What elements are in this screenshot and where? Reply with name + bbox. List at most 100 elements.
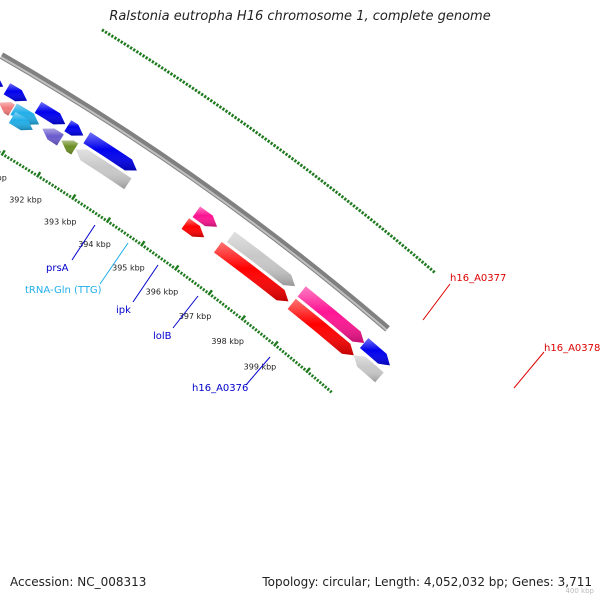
- minor-tick: [215, 298, 220, 302]
- ring-dot: [375, 222, 379, 227]
- major-tick: [173, 264, 180, 272]
- ipk-leader: [132, 264, 159, 303]
- major-tick: [305, 367, 311, 374]
- major-tick: [71, 193, 77, 201]
- minor-tick: [137, 241, 141, 245]
- minor-tick: [270, 341, 274, 345]
- ring-dot: [415, 255, 419, 260]
- ring-dot: [317, 176, 321, 181]
- minor-tick: [262, 334, 266, 339]
- minor-tick: [12, 159, 16, 164]
- gene-features: [0, 80, 390, 383]
- minor-tick: [9, 157, 13, 162]
- minor-tick: [47, 181, 52, 186]
- ring-dot: [284, 152, 289, 157]
- minor-tick: [185, 275, 189, 280]
- ring-dot: [323, 181, 327, 186]
- tick-label: 393 kbp: [44, 217, 77, 226]
- ring-dot: [412, 253, 416, 257]
- ring-dot: [357, 208, 362, 213]
- gene-arrow-shading: [297, 286, 365, 344]
- ring-dot: [275, 145, 280, 150]
- ring-dot: [160, 66, 164, 70]
- h16_A0377-leader: [422, 283, 451, 321]
- ring-dot: [314, 174, 318, 179]
- ring-dot: [221, 107, 226, 112]
- minor-tick: [21, 165, 25, 169]
- minor-tick: [3, 154, 7, 158]
- minor-tick: [165, 261, 170, 265]
- ring-dot: [372, 220, 376, 224]
- ring-dot: [144, 56, 149, 60]
- gene-label-h16-a0378: h16_A0378: [544, 343, 600, 354]
- minor-tick: [275, 345, 280, 349]
- minor-tick: [143, 245, 147, 249]
- minor-tick: [329, 389, 333, 394]
- ring-dot: [227, 111, 232, 116]
- minor-tick: [302, 367, 307, 371]
- ring-dot: [302, 165, 307, 170]
- minor-tick: [154, 253, 158, 257]
- ring-dot: [383, 229, 388, 234]
- major-tick: [105, 216, 112, 224]
- ring-dot: [328, 185, 333, 190]
- minor-tick: [313, 376, 317, 380]
- minor-tick: [310, 374, 315, 378]
- ring-dot: [151, 60, 155, 64]
- ring-dot: [325, 183, 330, 188]
- minor-tick: [100, 215, 104, 220]
- minor-tick: [326, 387, 331, 392]
- ring-dot: [431, 269, 436, 274]
- minor-tick: [182, 273, 186, 278]
- ring-dot: [212, 101, 217, 105]
- minor-tick: [248, 323, 253, 328]
- minor-tick: [125, 233, 130, 237]
- minor-tick: [210, 294, 214, 298]
- minor-tick: [226, 306, 231, 311]
- ring-dot: [181, 80, 186, 85]
- ring-dot: [293, 159, 298, 163]
- ring-dot: [236, 117, 241, 122]
- tick-label: 395 kbp: [112, 263, 145, 272]
- minor-tick: [321, 383, 325, 387]
- minor-tick: [117, 227, 121, 231]
- ring-dot: [409, 250, 414, 255]
- tick-label: 396 kbp: [146, 287, 179, 296]
- corner-scale-tag: 400 kbp: [565, 587, 594, 595]
- minor-tick: [157, 255, 161, 259]
- ring-dot: [206, 96, 210, 101]
- minor-tick: [308, 371, 312, 376]
- ring-dot: [337, 192, 342, 197]
- minor-tick: [286, 354, 291, 358]
- backbone: [0, 52, 390, 332]
- minor-tick: [88, 207, 92, 212]
- gene-arrow-shading: [192, 206, 218, 227]
- ring-dot: [417, 257, 422, 262]
- gene-arrow-shading: [359, 338, 390, 366]
- ring-dot: [239, 120, 244, 124]
- minor-tick: [171, 265, 175, 269]
- ring-dot: [420, 260, 425, 264]
- gene-arrow-shading: [34, 101, 66, 125]
- major-tick: [36, 171, 42, 178]
- ring-dot: [123, 42, 127, 46]
- ring-dot: [349, 201, 353, 206]
- ring-dot: [101, 28, 105, 33]
- minor-tick: [256, 330, 261, 334]
- ring-dot: [278, 148, 283, 152]
- minor-tick: [221, 302, 225, 307]
- minor-tick: [82, 204, 87, 208]
- gene-arrow-shading: [3, 83, 28, 102]
- ring-dot: [363, 213, 368, 217]
- minor-tick: [229, 308, 234, 313]
- ring-dot: [191, 86, 195, 91]
- ring-dot: [369, 217, 374, 222]
- minor-tick: [278, 347, 283, 352]
- ring-dot: [340, 194, 345, 199]
- ring-dot: [116, 38, 121, 42]
- major-tick: [0, 149, 6, 157]
- minor-tick: [224, 304, 228, 309]
- minor-tick: [79, 202, 84, 206]
- gene-arrow-shading: [0, 80, 4, 87]
- ring-dot: [141, 54, 146, 58]
